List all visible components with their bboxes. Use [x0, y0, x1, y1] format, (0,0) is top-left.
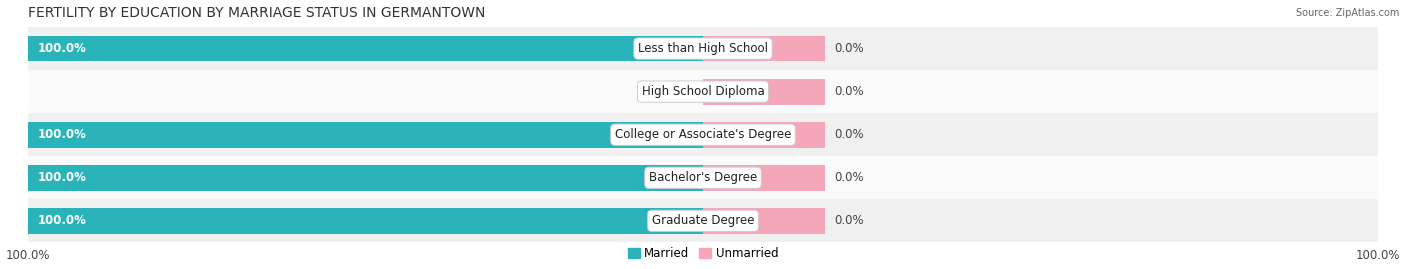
Text: Source: ZipAtlas.com: Source: ZipAtlas.com — [1295, 8, 1399, 18]
Text: 100.0%: 100.0% — [38, 214, 87, 227]
Bar — [703, 36, 824, 62]
Bar — [703, 79, 824, 105]
Text: 0.0%: 0.0% — [666, 85, 696, 98]
Text: 0.0%: 0.0% — [835, 171, 865, 184]
Text: 100.0%: 100.0% — [38, 42, 87, 55]
Bar — [28, 122, 703, 148]
Text: College or Associate's Degree: College or Associate's Degree — [614, 128, 792, 141]
Text: High School Diploma: High School Diploma — [641, 85, 765, 98]
Bar — [28, 156, 1378, 199]
Text: 0.0%: 0.0% — [835, 214, 865, 227]
Bar — [703, 122, 824, 148]
Text: FERTILITY BY EDUCATION BY MARRIAGE STATUS IN GERMANTOWN: FERTILITY BY EDUCATION BY MARRIAGE STATU… — [28, 6, 485, 20]
Bar — [28, 27, 1378, 70]
Bar — [28, 165, 703, 191]
Bar — [703, 208, 824, 234]
Bar — [28, 113, 1378, 156]
Text: Graduate Degree: Graduate Degree — [652, 214, 754, 227]
Bar — [703, 165, 824, 191]
Bar — [28, 199, 1378, 242]
Text: Less than High School: Less than High School — [638, 42, 768, 55]
Legend: Married, Unmarried: Married, Unmarried — [623, 242, 783, 265]
Bar — [28, 36, 703, 62]
Text: 0.0%: 0.0% — [835, 42, 865, 55]
Text: 0.0%: 0.0% — [835, 85, 865, 98]
Bar — [28, 208, 703, 234]
Text: 100.0%: 100.0% — [38, 171, 87, 184]
Bar — [28, 70, 1378, 113]
Text: 0.0%: 0.0% — [835, 128, 865, 141]
Text: Bachelor's Degree: Bachelor's Degree — [650, 171, 756, 184]
Text: 100.0%: 100.0% — [38, 128, 87, 141]
